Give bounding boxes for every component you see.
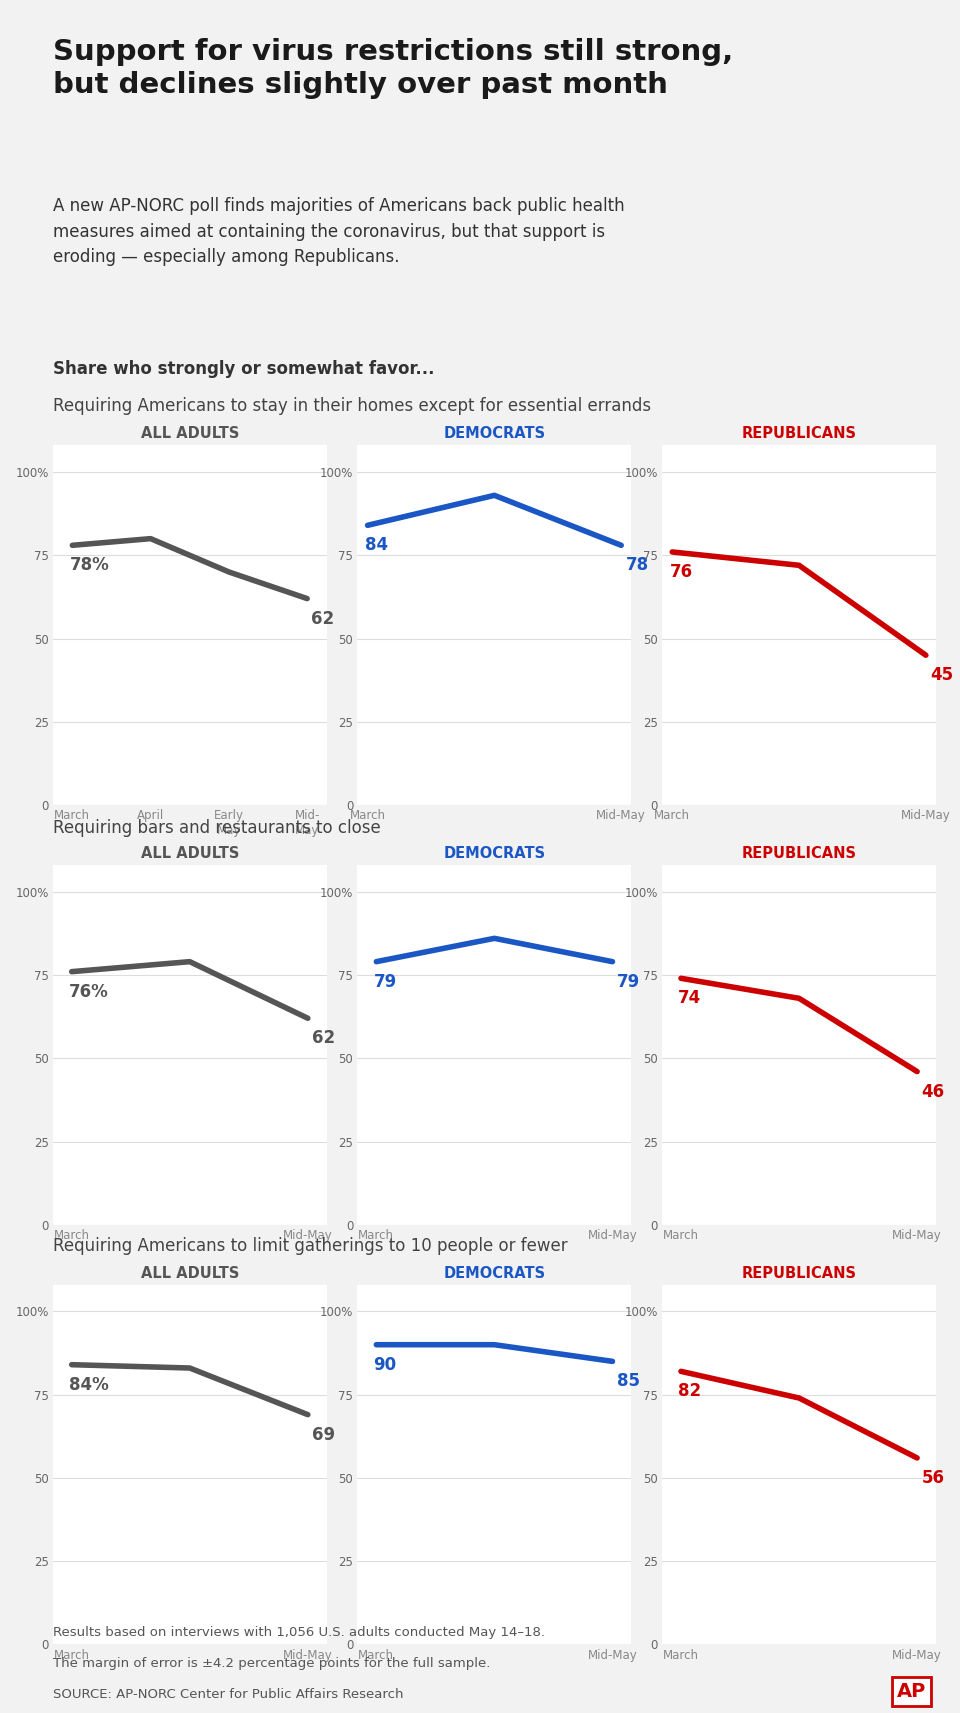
Text: 82: 82 bbox=[678, 1382, 702, 1401]
Text: 56: 56 bbox=[922, 1470, 945, 1487]
Text: SOURCE: AP-NORC Center for Public Affairs Research: SOURCE: AP-NORC Center for Public Affair… bbox=[53, 1687, 403, 1701]
Text: 79: 79 bbox=[616, 973, 640, 990]
Title: REPUBLICANS: REPUBLICANS bbox=[741, 1266, 856, 1281]
Text: 85: 85 bbox=[616, 1372, 639, 1391]
Title: ALL ADULTS: ALL ADULTS bbox=[140, 846, 239, 862]
Title: DEMOCRATS: DEMOCRATS bbox=[444, 846, 545, 862]
Text: Requiring Americans to limit gatherings to 10 people or fewer: Requiring Americans to limit gatherings … bbox=[53, 1237, 567, 1256]
Text: 45: 45 bbox=[930, 666, 953, 683]
Text: The margin of error is ±4.2 percentage points for the full sample.: The margin of error is ±4.2 percentage p… bbox=[53, 1656, 491, 1670]
Text: 84%: 84% bbox=[69, 1376, 108, 1394]
Text: 76: 76 bbox=[669, 564, 692, 581]
Title: REPUBLICANS: REPUBLICANS bbox=[741, 846, 856, 862]
Title: DEMOCRATS: DEMOCRATS bbox=[444, 427, 545, 442]
Text: Requiring bars and restaurants to close: Requiring bars and restaurants to close bbox=[53, 819, 380, 838]
Text: Results based on interviews with 1,056 U.S. adults conducted May 14–18.: Results based on interviews with 1,056 U… bbox=[53, 1626, 544, 1639]
Text: 78: 78 bbox=[625, 557, 649, 574]
Title: REPUBLICANS: REPUBLICANS bbox=[741, 427, 856, 442]
Title: ALL ADULTS: ALL ADULTS bbox=[140, 427, 239, 442]
Text: 62: 62 bbox=[311, 610, 334, 627]
Text: 74: 74 bbox=[678, 990, 702, 1007]
Text: 90: 90 bbox=[373, 1355, 396, 1374]
Text: 84: 84 bbox=[365, 536, 388, 555]
Text: 69: 69 bbox=[312, 1425, 335, 1444]
Text: A new AP-NORC poll finds majorities of Americans back public health
measures aim: A new AP-NORC poll finds majorities of A… bbox=[53, 197, 624, 267]
Text: 79: 79 bbox=[373, 973, 396, 990]
Text: Requiring Americans to stay in their homes except for essential errands: Requiring Americans to stay in their hom… bbox=[53, 397, 651, 416]
Title: ALL ADULTS: ALL ADULTS bbox=[140, 1266, 239, 1281]
Text: Support for virus restrictions still strong,
but declines slightly over past mon: Support for virus restrictions still str… bbox=[53, 38, 733, 99]
Title: DEMOCRATS: DEMOCRATS bbox=[444, 1266, 545, 1281]
Text: 46: 46 bbox=[922, 1083, 945, 1101]
Text: AP: AP bbox=[898, 1682, 926, 1701]
Text: 76%: 76% bbox=[69, 983, 108, 1000]
Text: 62: 62 bbox=[312, 1030, 335, 1047]
Text: 78%: 78% bbox=[69, 557, 109, 574]
Text: Share who strongly or somewhat favor...: Share who strongly or somewhat favor... bbox=[53, 360, 434, 379]
